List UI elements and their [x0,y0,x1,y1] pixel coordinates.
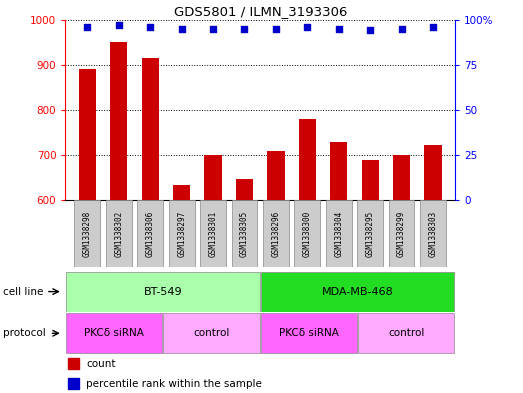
Text: count: count [86,359,116,369]
Bar [267,151,285,393]
FancyBboxPatch shape [326,200,351,267]
Text: GSM1338296: GSM1338296 [271,211,280,257]
FancyBboxPatch shape [66,272,259,312]
Bar [68,358,79,369]
Bar [424,145,441,393]
FancyBboxPatch shape [261,272,454,312]
Bar [68,378,79,389]
Point [335,26,343,32]
Text: GSM1338299: GSM1338299 [397,211,406,257]
FancyBboxPatch shape [261,313,357,353]
Point [397,26,406,32]
Point [272,26,280,32]
FancyBboxPatch shape [420,200,446,267]
FancyBboxPatch shape [66,313,162,353]
Text: GSM1338306: GSM1338306 [146,211,155,257]
Point [240,26,248,32]
Bar [142,58,159,393]
Bar [110,42,128,393]
Point [115,22,123,28]
Text: control: control [388,328,425,338]
Point [303,24,312,30]
FancyBboxPatch shape [138,200,163,267]
Point [146,24,154,30]
FancyBboxPatch shape [358,313,454,353]
Point [83,24,92,30]
FancyBboxPatch shape [263,200,289,267]
Text: GSM1338304: GSM1338304 [334,211,343,257]
Text: GSM1338297: GSM1338297 [177,211,186,257]
Bar [173,185,190,393]
FancyBboxPatch shape [163,313,259,353]
Bar [79,69,96,393]
Text: control: control [194,328,230,338]
FancyBboxPatch shape [106,200,132,267]
FancyBboxPatch shape [232,200,257,267]
Bar [393,155,410,393]
Title: GDS5801 / ILMN_3193306: GDS5801 / ILMN_3193306 [174,6,347,18]
Text: cell line: cell line [3,286,43,297]
Bar [299,119,316,393]
Text: GSM1338300: GSM1338300 [303,211,312,257]
FancyBboxPatch shape [389,200,414,267]
Text: PKCδ siRNA: PKCδ siRNA [84,328,144,338]
FancyBboxPatch shape [200,200,226,267]
Text: BT-549: BT-549 [143,287,182,297]
FancyBboxPatch shape [294,200,320,267]
Text: PKCδ siRNA: PKCδ siRNA [279,328,339,338]
Bar [330,141,347,393]
FancyBboxPatch shape [74,200,100,267]
FancyBboxPatch shape [357,200,383,267]
Text: protocol: protocol [3,328,46,338]
Bar [361,160,379,393]
Text: MDA-MB-468: MDA-MB-468 [322,287,393,297]
Text: GSM1338302: GSM1338302 [115,211,123,257]
Text: GSM1338301: GSM1338301 [209,211,218,257]
Text: GSM1338298: GSM1338298 [83,211,92,257]
FancyBboxPatch shape [169,200,195,267]
Bar [236,179,253,393]
Text: GSM1338303: GSM1338303 [428,211,438,257]
Point [429,24,437,30]
Point [366,28,374,34]
Text: percentile rank within the sample: percentile rank within the sample [86,378,262,389]
Bar [204,155,222,393]
Text: GSM1338305: GSM1338305 [240,211,249,257]
Point [209,26,217,32]
Text: GSM1338295: GSM1338295 [366,211,374,257]
Point [177,26,186,32]
